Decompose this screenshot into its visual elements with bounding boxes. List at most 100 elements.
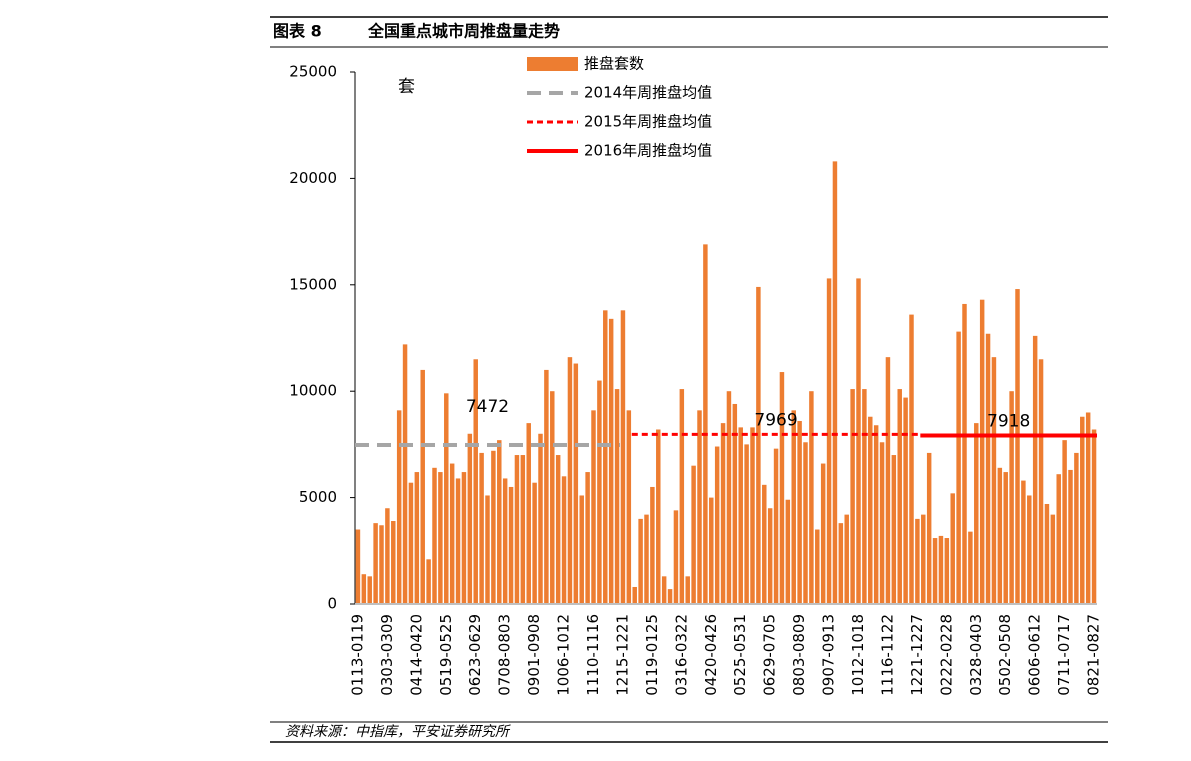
bar bbox=[385, 508, 390, 604]
bar bbox=[938, 535, 944, 604]
bar bbox=[685, 576, 690, 604]
bar bbox=[420, 369, 425, 604]
bar bbox=[591, 410, 596, 604]
bar bbox=[820, 463, 826, 604]
bar bbox=[479, 452, 484, 604]
bar bbox=[561, 476, 567, 604]
bar bbox=[744, 444, 749, 604]
x-tick-label: 0606-0612 bbox=[1026, 614, 1044, 696]
bar bbox=[726, 391, 732, 604]
bar bbox=[379, 525, 384, 604]
bar bbox=[1044, 503, 1050, 604]
bar bbox=[944, 538, 950, 604]
bar bbox=[985, 333, 991, 604]
bar bbox=[573, 363, 579, 604]
bar bbox=[897, 389, 902, 604]
x-tick-label: 1116-1122 bbox=[878, 614, 896, 696]
bar bbox=[1015, 289, 1020, 604]
bar bbox=[650, 486, 655, 604]
bar bbox=[520, 455, 526, 604]
bar bbox=[838, 523, 844, 604]
bar bbox=[1056, 474, 1061, 604]
bar bbox=[526, 423, 531, 604]
bar bbox=[915, 518, 920, 604]
bar bbox=[391, 521, 396, 604]
x-tick-label: 0519-0525 bbox=[437, 614, 455, 696]
bar bbox=[467, 433, 473, 604]
figure-label: 图表 8 bbox=[273, 22, 322, 41]
bar bbox=[932, 538, 938, 604]
bar bbox=[815, 529, 820, 604]
x-tick-label: 0803-0809 bbox=[790, 614, 808, 696]
bar bbox=[832, 161, 838, 604]
average-label: 7472 bbox=[466, 397, 509, 417]
bar bbox=[608, 318, 614, 604]
bar bbox=[538, 433, 543, 604]
bar bbox=[550, 391, 555, 604]
bar bbox=[709, 497, 714, 604]
bar bbox=[885, 357, 891, 604]
bar bbox=[921, 514, 926, 604]
y-tick-label: 15000 bbox=[289, 275, 337, 293]
bar bbox=[502, 478, 508, 604]
bar bbox=[697, 410, 702, 604]
x-tick-label: 0623-0629 bbox=[466, 614, 484, 696]
x-tick-label: 0303-0309 bbox=[378, 614, 396, 696]
bar bbox=[791, 410, 796, 604]
bar bbox=[432, 467, 437, 604]
bar bbox=[1021, 480, 1026, 604]
source-note: 资料来源：中指库，平安证券研究所 bbox=[285, 724, 511, 740]
bar bbox=[1068, 469, 1073, 604]
bar bbox=[873, 425, 879, 604]
bar bbox=[732, 403, 738, 604]
bar bbox=[856, 278, 861, 604]
x-tick-label: 0711-0717 bbox=[1055, 614, 1073, 696]
x-tick-label: 0420-0426 bbox=[702, 614, 720, 696]
bar bbox=[355, 529, 361, 604]
legend-label: 2015年周推盘均值 bbox=[584, 113, 712, 131]
bar bbox=[444, 393, 449, 604]
legend-label: 2014年周推盘均值 bbox=[584, 84, 712, 102]
x-tick-label: 1221-1227 bbox=[908, 614, 926, 696]
bar bbox=[579, 495, 584, 604]
bar bbox=[779, 372, 785, 604]
x-tick-label: 0525-0531 bbox=[731, 614, 749, 696]
bar bbox=[408, 482, 414, 604]
x-tick-label: 0629-0705 bbox=[761, 614, 779, 696]
bar bbox=[850, 389, 855, 604]
bar bbox=[667, 589, 673, 604]
bar bbox=[926, 452, 932, 604]
bar bbox=[567, 357, 573, 604]
bar bbox=[903, 397, 908, 604]
bar bbox=[632, 586, 637, 604]
bar bbox=[1003, 472, 1008, 604]
bar bbox=[426, 559, 431, 604]
x-tick-label: 1215-1221 bbox=[613, 614, 631, 696]
bar bbox=[703, 244, 708, 605]
x-tick-label: 0113-0119 bbox=[348, 614, 366, 696]
bar bbox=[1009, 391, 1014, 604]
bar bbox=[455, 478, 461, 604]
bar bbox=[367, 576, 372, 604]
bar bbox=[620, 310, 626, 604]
bar bbox=[868, 416, 873, 604]
bar bbox=[691, 465, 696, 604]
x-tick-label: 0316-0322 bbox=[672, 614, 690, 696]
y-tick-label: 10000 bbox=[289, 382, 337, 400]
bar bbox=[438, 472, 443, 604]
x-tick-label: 0907-0913 bbox=[820, 614, 838, 696]
bar bbox=[826, 278, 832, 604]
bar bbox=[762, 484, 767, 604]
bar bbox=[773, 448, 779, 604]
bar bbox=[544, 369, 549, 604]
bar bbox=[1062, 440, 1067, 604]
bar bbox=[485, 495, 490, 604]
bar bbox=[373, 523, 378, 604]
bar bbox=[950, 493, 955, 604]
bar bbox=[767, 508, 773, 604]
average-label: 7918 bbox=[987, 412, 1030, 432]
bar bbox=[968, 531, 973, 604]
x-tick-label: 1006-1012 bbox=[555, 614, 573, 696]
x-tick-label: 0328-0403 bbox=[967, 614, 985, 696]
